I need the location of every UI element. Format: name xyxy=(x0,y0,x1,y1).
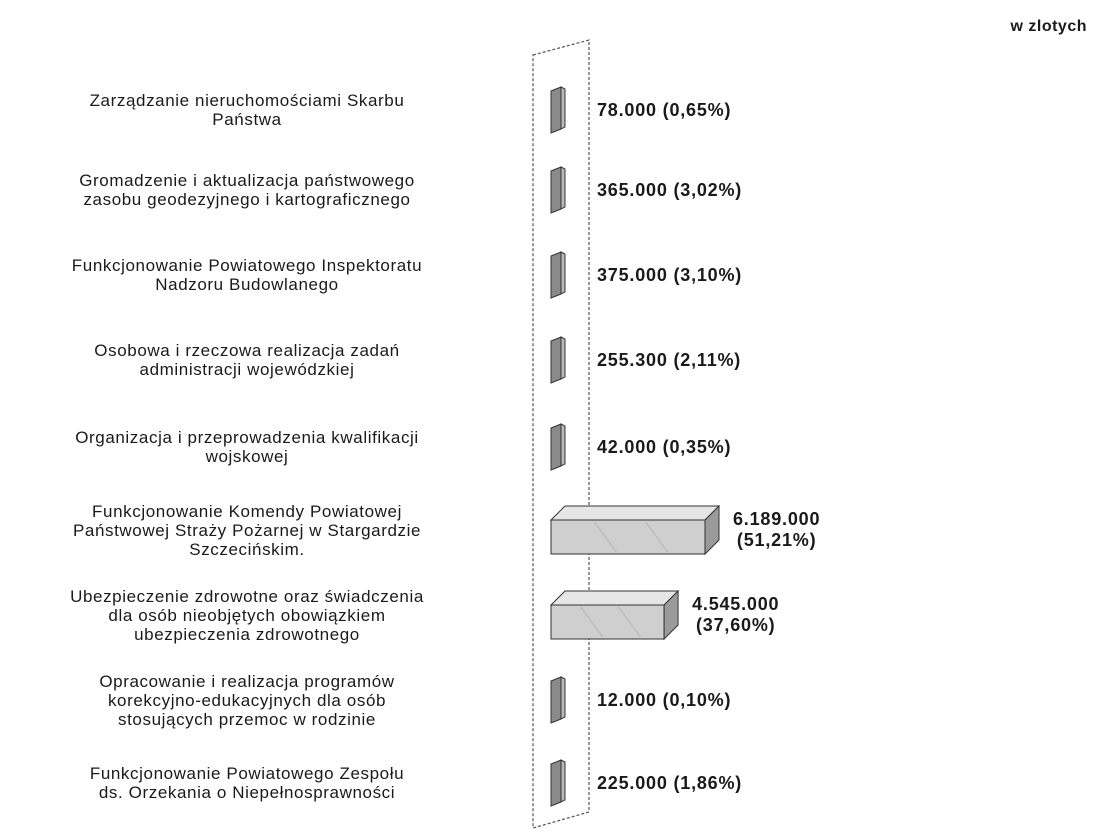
category-label-line: stosujących przemoc w rodzinie xyxy=(118,709,376,729)
category-label: Organizacja i przeprowadzenia kwalifikac… xyxy=(0,428,507,466)
value-label: 375.000 (3,10%) xyxy=(597,265,742,286)
category-label-line: Funkcjonowanie Komendy Powiatowej xyxy=(92,501,402,521)
bar-6 xyxy=(549,504,721,556)
category-label-line: Państwa xyxy=(212,110,282,129)
category-label-line: Funkcjonowanie Powiatowego Zespołu xyxy=(89,764,405,783)
bar-4 xyxy=(550,336,566,384)
category-label-line: ds. Orzekania o Niepełnosprawności xyxy=(98,783,396,802)
value-label-line: 12.000 (0,10%) xyxy=(597,689,732,710)
bar-5 xyxy=(550,423,566,471)
category-label-line: wojskowej xyxy=(205,447,289,466)
category-label-line: ubezpieczenia zdrowotnego xyxy=(134,624,360,644)
category-label: Ubezpieczenie zdrowotne oraz świadczenia… xyxy=(0,587,507,644)
category-label: Zarządzanie nieruchomościami Skarbu Państ… xyxy=(0,91,507,129)
bar-8 xyxy=(550,676,566,724)
bar-7 xyxy=(549,589,680,641)
value-label: 4.545.000 (37,60%) xyxy=(692,594,779,636)
value-label-line: 42.000 (0,35%) xyxy=(597,436,732,457)
category-label-line: Osobowa i rzeczowa realizacja zadań xyxy=(94,341,400,360)
category-label: Funkcjonowanie Powiatowego Zespołu ds. Or… xyxy=(0,764,507,802)
value-label-line: 225.000 (1,86%) xyxy=(597,772,743,793)
bar-1 xyxy=(550,86,566,134)
category-label: Funkcjonowanie Powiatowego Inspektoratu N… xyxy=(0,256,507,294)
value-label-line: 375.000 (3,10%) xyxy=(597,264,743,285)
category-label-line: Państwowej Straży Pożarnej w Stargardzie xyxy=(72,520,422,540)
value-label: 12.000 (0,10%) xyxy=(597,690,731,711)
category-label-line: Opracowanie i realizacja programów xyxy=(99,671,395,691)
chart-frame xyxy=(532,39,590,829)
category-label-line: Gromadzenie i aktualizacja państwowego xyxy=(79,171,415,190)
category-label-line: administracji wojewódzkiej xyxy=(139,360,355,379)
value-label-line: 365.000 (3,02%) xyxy=(597,179,743,200)
category-label-line: Organizacja i przeprowadzenia kwalifikac… xyxy=(75,428,419,447)
category-label-line: dla osób nieobjętych obowiązkiem xyxy=(108,605,386,625)
category-label: Funkcjonowanie Komendy Powiatowej Państwo… xyxy=(0,502,507,559)
value-label: 365.000 (3,02%) xyxy=(597,180,742,201)
bar-9 xyxy=(550,759,566,807)
bar-3 xyxy=(550,251,566,299)
value-label-line: 4.545.000 xyxy=(692,594,780,614)
unit-label: w zlotych xyxy=(1010,18,1087,35)
value-label: 255.300 (2,11%) xyxy=(597,350,741,371)
category-label: Osobowa i rzeczowa realizacja zadań admin… xyxy=(0,341,507,379)
value-label-line: 78.000 (0,65%) xyxy=(597,99,732,120)
value-label-line: 255.300 (2,11%) xyxy=(597,349,742,370)
value-label: 78.000 (0,65%) xyxy=(597,100,731,121)
value-label: 42.000 (0,35%) xyxy=(597,437,731,458)
category-label-line: zasobu geodezyjnego i kartograficznego xyxy=(83,190,411,209)
bar-2 xyxy=(550,166,566,214)
category-label-line: Funkcjonowanie Powiatowego Inspektoratu xyxy=(71,256,423,275)
category-label-line: Szczecińskim. xyxy=(189,539,305,559)
value-label: 6.189.000 (51,21%) xyxy=(733,509,820,551)
category-label-line: Ubezpieczenie zdrowotne oraz świadczenia xyxy=(70,586,424,606)
category-label-line: Zarządzanie nieruchomościami Skarbu xyxy=(89,91,405,110)
value-label: 225.000 (1,86%) xyxy=(597,773,742,794)
value-label-line: (51,21%) xyxy=(736,530,817,550)
value-label-line: 6.189.000 xyxy=(733,509,821,529)
category-label-line: Nadzoru Budowlanego xyxy=(155,275,339,294)
category-label: Gromadzenie i aktualizacja państwowego za… xyxy=(0,171,507,209)
value-label-line: (37,60%) xyxy=(696,615,776,635)
category-label-line: korekcyjno-edukacyjnych dla osób xyxy=(107,690,387,710)
category-label: Opracowanie i realizacja programów korekc… xyxy=(0,672,507,729)
